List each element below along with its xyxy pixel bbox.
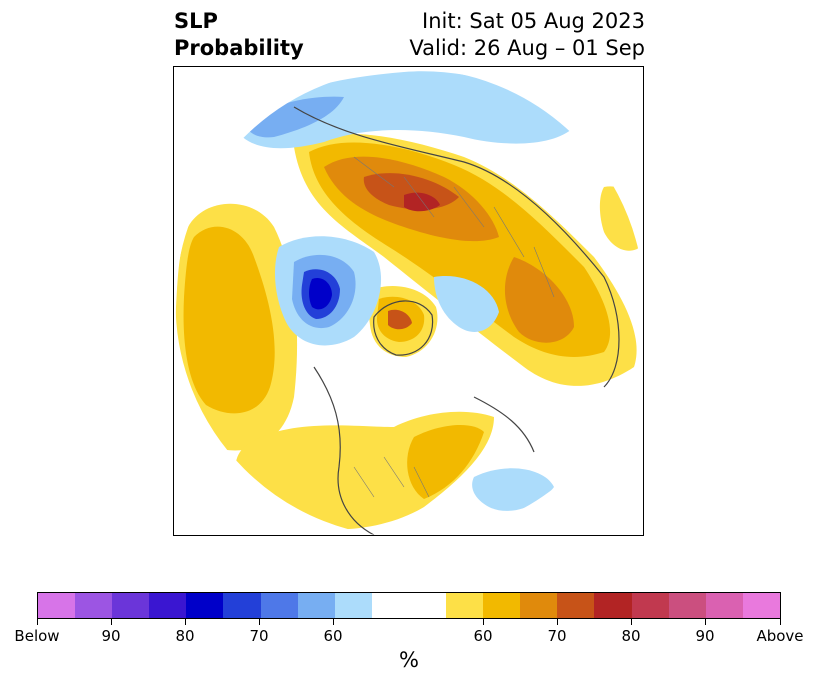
valid-period: Valid: 26 Aug – 01 Sep [409, 36, 645, 60]
anomaly-barents-90 [309, 277, 332, 310]
anomaly-siberia-70 [504, 257, 574, 343]
forecast-dates: Init: Sat 05 Aug 2023 Valid: 26 Aug – 01… [409, 8, 645, 62]
colorbar-segment [668, 593, 706, 618]
colorbar-segment [742, 593, 780, 618]
anomaly-east-60 [599, 186, 643, 251]
country-borders [353, 156, 555, 498]
colorbar-tick-label: 90 [695, 627, 715, 645]
coastline-greenland [373, 300, 434, 356]
colorbar-tick [557, 619, 558, 625]
colorbar-tick-label: Below [14, 627, 60, 645]
title-line-1: SLP [174, 9, 218, 33]
colorbar-segment [186, 593, 224, 618]
colorbar-segment [371, 593, 447, 618]
colorbar-segment [446, 593, 484, 618]
title-line-2: Probability [174, 36, 304, 60]
coastline-europe [473, 396, 535, 453]
anomaly-scandinavia-60 [234, 71, 574, 149]
colorbar-segment [334, 593, 372, 618]
coastline-eurasia [293, 106, 620, 388]
colorbar-tick-label: 60 [473, 627, 493, 645]
colorbar-segment [112, 593, 150, 618]
map-canvas [174, 67, 643, 535]
colorbar-tick [780, 619, 781, 625]
colorbar-segment [223, 593, 261, 618]
anomaly-arctic-60 [434, 276, 499, 332]
colorbar-tick-label: 70 [547, 627, 567, 645]
colorbar-unit: % [399, 648, 419, 672]
colorbar-segment [297, 593, 335, 618]
colorbar-tick-label: 70 [249, 627, 269, 645]
anomaly-pacific-65 [183, 226, 275, 414]
anomaly-atlantic-60 [472, 468, 554, 511]
colorbar-tick [483, 619, 484, 625]
anomaly-eastus-65 [407, 425, 484, 499]
colorbar-segment [520, 593, 558, 618]
colorbar-segment [75, 593, 113, 618]
anomaly-scandinavia-70 [244, 96, 344, 138]
colorbar-tick [259, 619, 260, 625]
colorbar-tick-label: 80 [621, 627, 641, 645]
colorbar-tick-label: 60 [323, 627, 343, 645]
colorbar-segment [38, 593, 76, 618]
colorbar-tick-label: Above [756, 627, 804, 645]
colorbar-segment [705, 593, 743, 618]
colorbar-tick [631, 619, 632, 625]
colorbar-tick-label: 80 [175, 627, 195, 645]
colorbar-segment [483, 593, 521, 618]
colorbar-segment [594, 593, 632, 618]
colorbar-tick [705, 619, 706, 625]
coastline-north-america [313, 366, 375, 535]
colorbar-segment [149, 593, 187, 618]
colorbar-segment [631, 593, 669, 618]
colorbar-tick [37, 619, 38, 625]
colorbar-tick [111, 619, 112, 625]
colorbar-tick [333, 619, 334, 625]
colorbar-tick-label: 90 [101, 627, 121, 645]
colorbar-tick [185, 619, 186, 625]
anomaly-eurasia-80 [404, 192, 440, 212]
colorbar-segment [557, 593, 595, 618]
colorbar [37, 592, 781, 619]
anomaly-greenland-75 [388, 309, 412, 330]
init-date: Init: Sat 05 Aug 2023 [422, 9, 645, 33]
map-title: SLP Probability [174, 8, 304, 62]
colorbar-segment [260, 593, 298, 618]
polar-map [173, 66, 644, 536]
